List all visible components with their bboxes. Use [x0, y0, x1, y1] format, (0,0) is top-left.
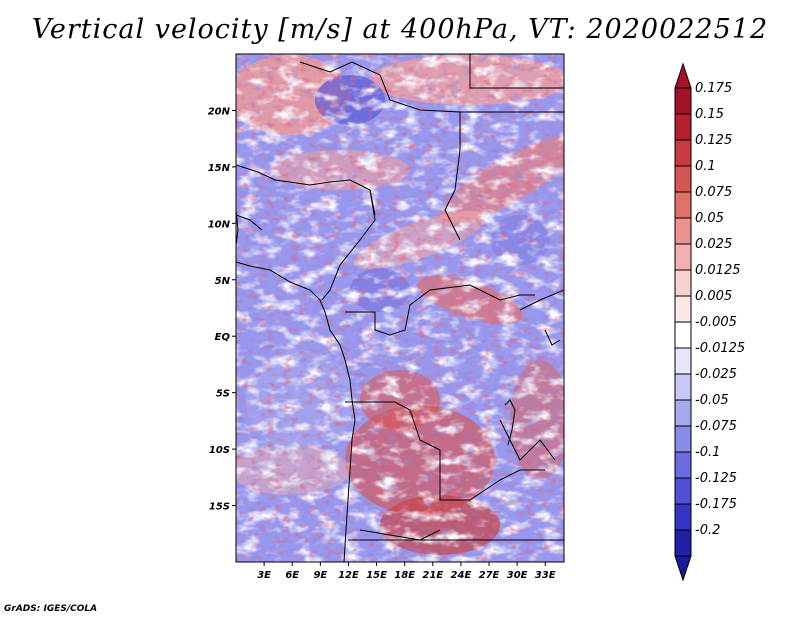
lon-tick-label: 27E: [479, 570, 500, 581]
longitude-axis: 3E 6E 9E 12E 15E 18E 21E 24E 27E 30E 33E: [257, 562, 556, 581]
colorbar-segment: [674, 425, 692, 453]
colorbar-label: -0.1: [695, 445, 720, 460]
colorbar-label: 0.0125: [695, 263, 741, 278]
colorbar-segment: [674, 451, 692, 479]
lon-tick-label: 15E: [366, 570, 387, 581]
lat-tick-label: 5S: [216, 389, 230, 400]
colorbar-segment: [674, 399, 692, 427]
lat-tick-label: 5N: [215, 276, 231, 287]
lat-tick-label: 20N: [208, 106, 231, 117]
colorbar-segment: [674, 87, 692, 115]
vertical-velocity-field: [236, 54, 564, 562]
colorbar-label: -0.0125: [695, 341, 745, 356]
colorbar-segment: [674, 113, 692, 141]
colorbar-segment: [674, 217, 692, 245]
latitude-axis: 20N 15N 10N 5N EQ 5S 10S 15S: [208, 106, 236, 513]
colorbar-label: 0.175: [695, 81, 732, 96]
colorbar-label: 0.15: [695, 107, 724, 122]
colorbar-segment: [674, 529, 692, 557]
map-frame: [235, 53, 565, 563]
colorbar-label: -0.075: [695, 419, 737, 434]
colorbar-label: 0.1: [695, 159, 716, 174]
lat-tick-label: 15N: [208, 163, 231, 174]
colorbar-label: 0.075: [695, 185, 732, 200]
colorbar-label: -0.005: [695, 315, 737, 330]
chart-title: Vertical velocity [m/s] at 400hPa, VT: 2…: [31, 14, 769, 45]
lon-tick-label: 18E: [394, 570, 415, 581]
colorbar-segment: [674, 347, 692, 375]
country-borders: [236, 54, 564, 562]
colorbar-label: -0.125: [695, 471, 737, 486]
colorbar-label: 0.125: [695, 133, 732, 148]
colorbar-segment: [674, 321, 692, 349]
credit-label: GrADS: IGES/COLA: [4, 604, 98, 614]
colorbar-label: 0.025: [695, 237, 732, 252]
colorbar-segment: [674, 269, 692, 297]
colorbar-segment: [674, 243, 692, 271]
lat-tick-label: 10N: [208, 219, 231, 230]
colorbar-segment: [674, 165, 692, 193]
lon-tick-label: 3E: [257, 570, 271, 581]
lon-tick-label: 21E: [422, 570, 443, 581]
colorbar-segment: [674, 191, 692, 219]
lon-tick-label: 33E: [535, 570, 556, 581]
colorbar-label: -0.175: [695, 497, 737, 512]
colorbar-label: -0.2: [695, 523, 720, 538]
lon-tick-label: 30E: [507, 570, 528, 581]
colorbar-label: -0.05: [695, 393, 729, 408]
lat-tick-label: EQ: [215, 332, 231, 343]
colorbar-segment: [674, 373, 692, 401]
lon-tick-label: 9E: [313, 570, 327, 581]
colorbar-label: 0.005: [695, 289, 732, 304]
lon-tick-label: 24E: [451, 570, 472, 581]
colorbar-segment: [674, 295, 692, 323]
colorbar: 0.175 0.15 0.125 0.1 0.075 0.05 0.025 0.0125 0.0…: [674, 62, 745, 582]
lat-tick-label: 15S: [209, 502, 230, 513]
lat-tick-label: 10S: [209, 445, 230, 456]
colorbar-top-arrow: [674, 62, 692, 89]
lon-tick-label: 6E: [285, 570, 299, 581]
colorbar-segment: [674, 477, 692, 505]
colorbar-bottom-arrow: [674, 555, 692, 582]
colorbar-label: 0.05: [695, 211, 724, 226]
colorbar-segment: [674, 503, 692, 531]
lon-tick-label: 12E: [338, 570, 359, 581]
colorbar-label: -0.025: [695, 367, 737, 382]
colorbar-segment: [674, 139, 692, 167]
